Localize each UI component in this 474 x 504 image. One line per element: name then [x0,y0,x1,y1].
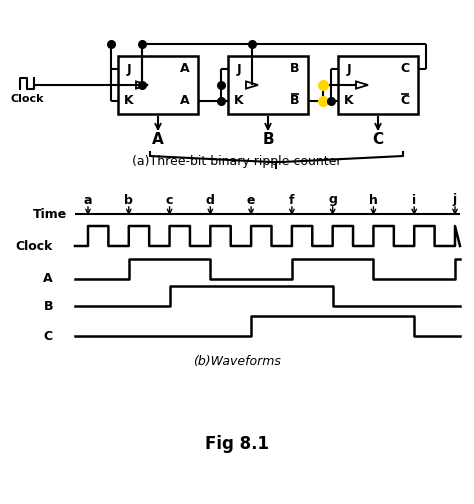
Text: h: h [369,194,378,207]
Text: Clock: Clock [16,239,53,253]
Text: j: j [453,194,457,207]
Text: K: K [124,95,134,107]
Text: B: B [290,95,300,107]
Text: Time: Time [33,208,67,221]
Text: J: J [237,62,241,76]
Text: C: C [401,62,410,76]
Text: B: B [290,62,300,76]
Text: A: A [180,62,190,76]
Text: d: d [206,194,215,207]
Text: (a)Three-bit binary ripple counter: (a)Three-bit binary ripple counter [132,156,342,168]
Text: K: K [234,95,244,107]
Bar [118,56,198,114]
Text: f: f [289,194,295,207]
Text: g: g [328,194,337,207]
Text: A: A [152,133,164,148]
Text: Clock: Clock [10,94,44,104]
Text: B: B [44,299,53,312]
Bar [338,56,418,114]
Text: Fig 8.1: Fig 8.1 [205,435,269,453]
Text: A: A [44,273,53,285]
Text: a: a [84,194,92,207]
Text: b: b [124,194,133,207]
Bar [228,56,308,114]
Text: J: J [127,62,131,76]
Text: C: C [401,95,410,107]
Text: e: e [247,194,255,207]
Text: i: i [412,194,416,207]
Text: (b)Waveforms: (b)Waveforms [193,355,281,368]
Text: c: c [166,194,173,207]
Text: C: C [373,133,383,148]
Text: K: K [344,95,354,107]
Text: B: B [262,133,274,148]
Text: A: A [180,95,190,107]
Text: J: J [346,62,351,76]
Text: C: C [44,330,53,343]
